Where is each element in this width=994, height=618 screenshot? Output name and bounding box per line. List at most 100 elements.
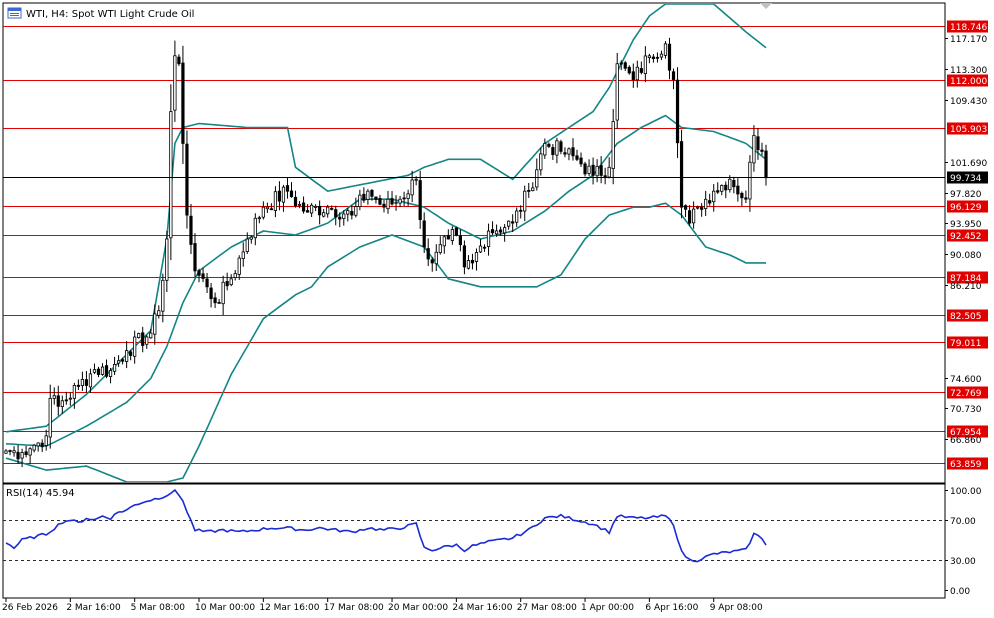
level-tag — [947, 271, 988, 284]
bear-candle — [462, 245, 467, 268]
bull-candle — [245, 238, 249, 252]
bear-candle — [217, 301, 221, 304]
scroll-marker-icon[interactable] — [760, 3, 772, 9]
bear-candle — [655, 56, 660, 59]
bear-candle — [490, 229, 495, 234]
level-tag-label: 96.129 — [950, 203, 982, 213]
bear-candle — [671, 71, 676, 81]
bull-candle — [241, 251, 245, 259]
bull-candle — [543, 143, 547, 156]
rsi-tick-label: 100.00 — [950, 487, 982, 497]
bear-candle — [732, 180, 736, 188]
level-tag — [947, 122, 988, 135]
bull-candle — [507, 220, 511, 227]
bull-candle — [116, 360, 121, 364]
bull-candle — [607, 166, 611, 178]
price-tick-label: 93.950 — [950, 220, 982, 230]
bull-candle — [149, 332, 153, 339]
bull-candle — [125, 350, 129, 362]
bear-candle — [185, 143, 189, 216]
bull-candle — [611, 121, 615, 170]
bear-candle — [225, 281, 229, 287]
bear-candle — [96, 368, 101, 375]
bull-candle — [712, 190, 716, 203]
bear-candle — [454, 227, 458, 236]
level-tag — [947, 386, 988, 399]
bull-candle — [237, 257, 241, 275]
rsi-tick-label: 0.00 — [950, 587, 970, 597]
bear-candle — [129, 351, 133, 356]
bear-candle — [390, 198, 394, 205]
bear-candle — [571, 147, 575, 157]
bear-candle — [289, 190, 294, 198]
bull-candle — [20, 452, 24, 459]
bull-candle — [48, 397, 52, 438]
bull-candle — [253, 217, 257, 239]
bear-candle — [683, 205, 688, 210]
bear-candle — [64, 399, 68, 402]
bull-candle — [720, 185, 724, 192]
price-tick-label: 117.170 — [950, 35, 987, 45]
price-tick-label: 74.600 — [950, 375, 982, 385]
bear-candle — [430, 259, 434, 264]
bear-candle — [470, 259, 475, 264]
time-tick-label: 2 Mar 16:00 — [66, 603, 121, 613]
bear-candle — [426, 248, 430, 260]
bear-candle — [213, 297, 217, 304]
bull-candle — [503, 227, 507, 234]
level-tag — [947, 200, 988, 213]
time-tick-label: 27 Mar 08:00 — [517, 603, 577, 613]
time-tick-label: 20 Mar 00:00 — [388, 603, 448, 613]
level-tag — [947, 229, 988, 242]
price-tick-label: 109.430 — [950, 97, 987, 107]
bear-candle — [563, 152, 567, 155]
chart-title-group: WTI, H4: Spot WTI Light Crude Oil — [7, 7, 194, 20]
bull-candle — [692, 208, 696, 224]
level-tag-label: 105.903 — [950, 125, 987, 135]
bull-candle — [4, 450, 8, 454]
level-tag — [947, 336, 988, 349]
price-tick-label: 101.690 — [950, 159, 987, 169]
level-tag — [947, 20, 988, 33]
bull-candle — [748, 161, 752, 200]
bull-candle — [52, 395, 56, 399]
bear-candle — [189, 215, 193, 245]
bear-candle — [370, 189, 374, 197]
bear-candle — [40, 442, 44, 448]
bull-candle — [414, 178, 418, 181]
price-axis: 118.746112.000105.90396.12992.45287.1848… — [944, 3, 988, 483]
bull-candle — [394, 201, 398, 204]
level-tag-label: 82.505 — [950, 312, 982, 322]
bull-candle — [165, 238, 169, 281]
bull-candle — [752, 135, 756, 164]
bear-candle — [551, 147, 555, 155]
chart-title: WTI, H4: Spot WTI Light Crude Oil — [26, 9, 194, 20]
bull-candle — [494, 230, 499, 235]
price-tick-label: 70.730 — [950, 405, 982, 415]
bull-candle — [442, 236, 446, 247]
rsi-levels — [3, 520, 945, 561]
bull-candle — [112, 364, 117, 372]
bear-candle — [402, 197, 406, 200]
bull-candle — [635, 66, 639, 81]
bull-candle — [297, 203, 302, 206]
bull-candle — [515, 210, 519, 223]
bull-candle — [133, 336, 137, 357]
bull-candle — [169, 111, 173, 239]
bear-candle — [631, 71, 635, 81]
bear-candle — [583, 163, 587, 175]
bear-candle — [201, 273, 205, 279]
time-tick-label: 10 Mar 00:00 — [195, 603, 255, 613]
bull-candle — [647, 55, 651, 58]
bear-candle — [547, 143, 551, 147]
time-tick-label: 26 Feb 2026 — [2, 603, 58, 613]
bear-candle — [197, 270, 201, 276]
bear-candle — [181, 62, 185, 144]
bull-candle — [386, 198, 390, 210]
current-price-tag — [947, 171, 988, 184]
bull-candle — [92, 369, 97, 373]
bear-candle — [177, 56, 181, 65]
bull-candle — [358, 194, 362, 207]
bear-candle — [599, 165, 603, 176]
